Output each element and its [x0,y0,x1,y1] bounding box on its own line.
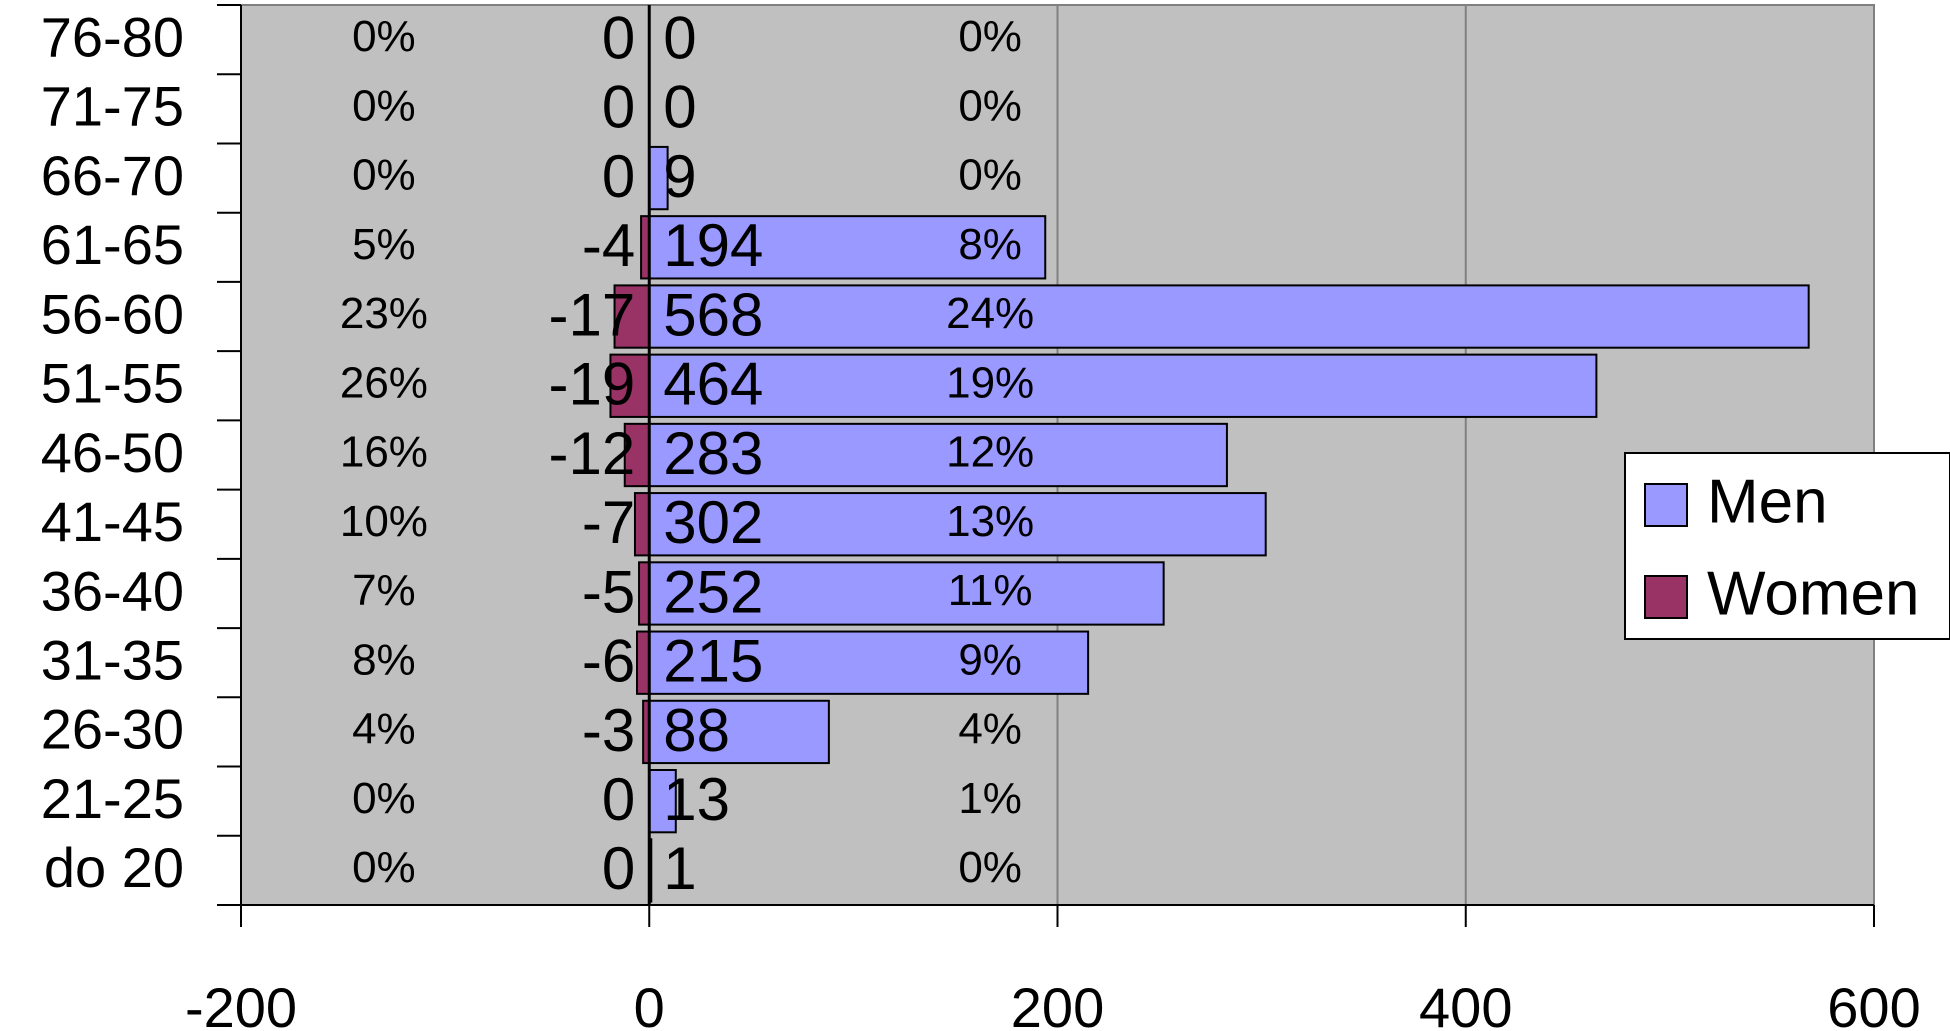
men-percent-label: 24% [946,289,1034,338]
men-value-label: 1 [663,835,696,902]
women-percent-label: 0% [352,151,416,200]
women-value-label: -5 [582,558,635,625]
women-percent-label: 0% [352,81,416,130]
men-percent-label: 1% [958,774,1022,823]
men-percent-label: 13% [946,497,1034,546]
men-percent-label: 9% [958,635,1022,684]
bar-men [648,215,1047,280]
women-value-label: 0 [602,766,635,833]
men-value-label: 194 [663,212,763,279]
legend-swatch-men [1644,483,1688,527]
men-value-label: 215 [663,628,763,695]
men-value-label: 0 [663,74,696,141]
x-tick-label: 400 [1419,976,1512,1031]
bar-men [648,422,1228,488]
legend-swatch-women [1644,575,1688,619]
bar-men [648,284,1810,349]
women-value-label: 0 [602,74,635,141]
men-percent-label: 0% [958,151,1022,200]
bar-men [648,353,1598,418]
category-label: 51-55 [41,352,184,415]
x-tick-label: 200 [1011,976,1104,1031]
men-percent-label: 0% [958,12,1022,61]
women-percent-label: 8% [352,635,416,684]
men-value-label: 283 [663,420,763,487]
bar-men [648,561,1165,626]
category-label: 46-50 [41,421,184,484]
women-value-label: -12 [549,420,636,487]
women-percent-label: 26% [340,358,428,407]
men-percent-label: 0% [958,81,1022,130]
men-value-label: 568 [663,281,763,348]
category-label: 66-70 [41,144,184,207]
men-percent-label: 12% [946,428,1034,477]
men-percent-label: 11% [948,566,1033,615]
women-value-label: -4 [582,212,635,279]
women-value-label: -6 [582,628,635,695]
women-percent-label: 23% [340,289,428,338]
category-label: 71-75 [41,75,184,138]
men-value-label: 9 [663,143,696,210]
men-percent-label: 4% [958,705,1022,754]
axes: -200 0 200 400 600 [185,4,1921,1031]
category-label: 26-30 [41,698,184,761]
women-value-label: 0 [602,143,635,210]
men-value-label: 13 [663,766,730,833]
women-value-label: 0 [602,4,635,71]
category-label: 31-35 [41,628,184,691]
legend: Men Women [1624,452,1950,640]
women-percent-label: 0% [352,12,416,61]
category-label: do 20 [44,836,184,899]
women-value-label: -3 [582,697,635,764]
men-percent-label: 0% [958,843,1022,892]
women-percent-label: 7% [352,566,416,615]
women-value-label: 0 [602,835,635,902]
men-percent-label: 8% [958,220,1022,269]
category-label: 56-60 [41,282,184,345]
women-value-label: -7 [582,489,635,556]
x-tick-label: -200 [185,976,297,1031]
legend-label-women: Women [1707,559,1920,628]
bars [609,145,1810,903]
men-value-label: 464 [663,351,763,418]
women-percent-label: 16% [340,428,428,477]
category-label: 61-65 [41,213,184,276]
men-value-label: 0 [663,4,696,71]
bar-women [613,284,651,349]
women-percent-label: 4% [352,705,416,754]
category-label: 76-80 [41,5,184,68]
men-value-label: 88 [663,697,730,764]
category-label: 21-25 [41,767,184,830]
x-tick-label: 600 [1827,976,1920,1031]
bar-women [633,492,651,557]
legend-label-men: Men [1707,467,1828,536]
category-label: 41-45 [41,490,184,553]
bar-women [638,561,651,626]
bar-men [648,769,677,834]
women-percent-label: 10% [340,497,428,546]
bar-men [648,630,1090,695]
men-value-label: 302 [663,489,763,556]
women-percent-label: 0% [352,774,416,823]
women-value-label: -19 [549,351,636,418]
bar-women [636,630,651,695]
women-percent-label: 0% [352,843,416,892]
x-tick-label: 0 [634,976,665,1031]
category-label: 36-40 [41,559,184,622]
men-value-label: 252 [663,558,763,625]
women-value-label: -17 [549,281,636,348]
men-percent-label: 19% [946,358,1034,407]
women-percent-label: 5% [352,220,416,269]
